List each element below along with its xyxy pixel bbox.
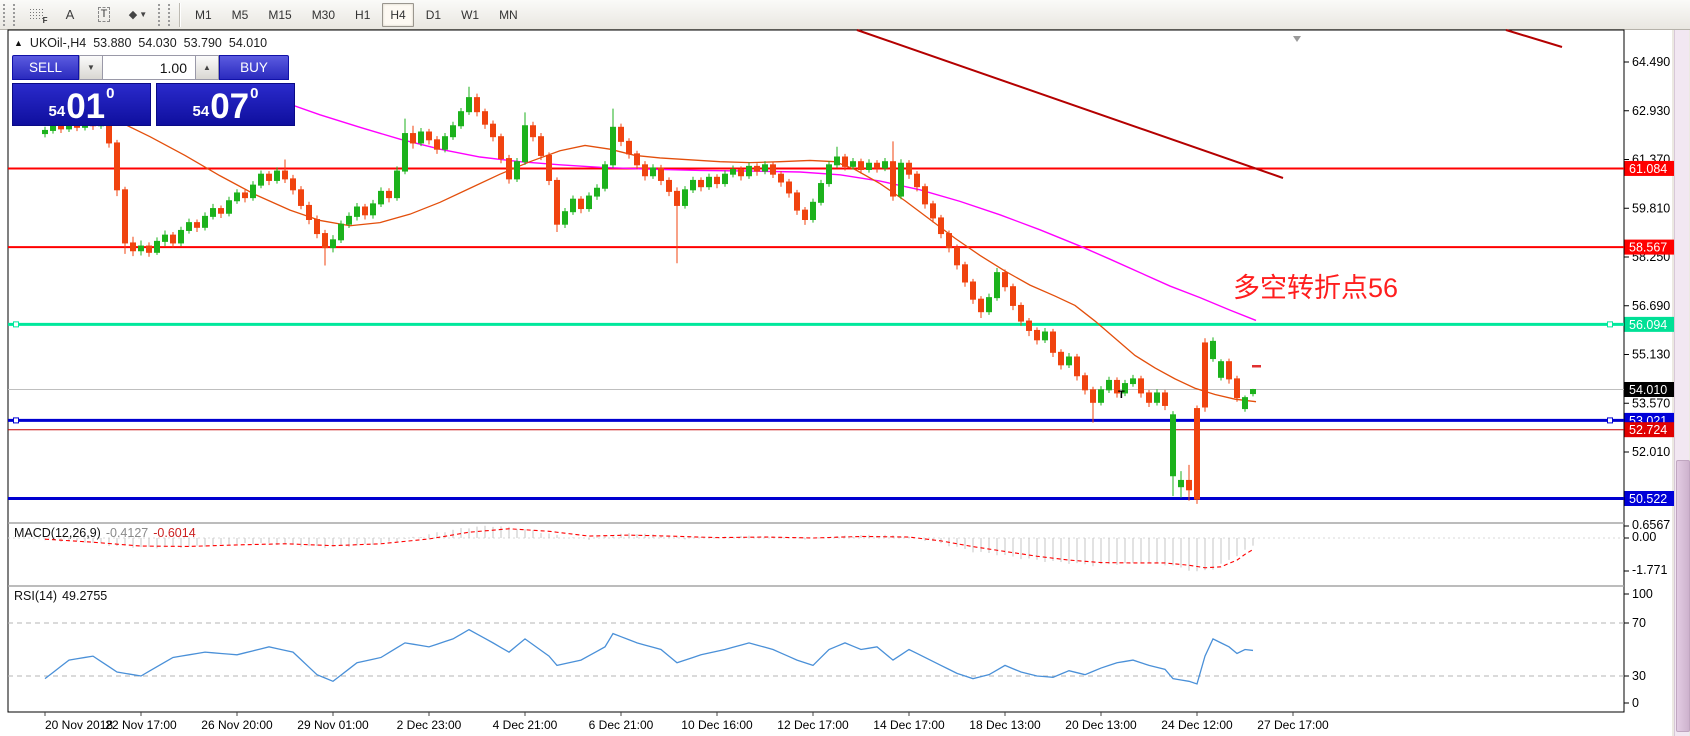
svg-text:2 Dec 23:00: 2 Dec 23:00 [397,718,462,732]
text-label-icon: T [97,7,111,22]
toolbar: F A T ◆ ▼ M1 M5 M15 M30 H1 H4 D1 W1 MN [0,0,1690,30]
svg-text:-1.771: -1.771 [1632,563,1667,577]
svg-text:70: 70 [1632,616,1646,630]
fibonacci-tool-button[interactable]: F [22,2,50,28]
svg-text:26 Nov 20:00: 26 Nov 20:00 [201,718,273,732]
chevron-down-icon: ▼ [139,10,148,19]
quote-low: 53.790 [183,36,222,50]
sell-price-display[interactable]: 54 01 0 [12,83,151,126]
svg-text:54.010: 54.010 [1629,383,1667,397]
chart-canvas[interactable] [8,30,1624,712]
vertical-scrollbar[interactable] [1674,30,1690,736]
svg-text:18 Dec 13:00: 18 Dec 13:00 [969,718,1041,732]
timeframe-H4-button[interactable]: H4 [382,2,414,27]
rsi-value: 49.2755 [62,589,108,603]
sell-button[interactable]: SELL [12,55,79,80]
svg-text:56.094: 56.094 [1629,318,1667,332]
quote-high: 54.030 [138,36,177,50]
svg-text:12 Dec 17:00: 12 Dec 17:00 [777,718,849,732]
scrollbar-thumb[interactable] [1676,460,1690,732]
shapes-icon: ◆ [128,9,138,21]
svg-text:61.370: 61.370 [1632,153,1670,167]
timeframe-MN-button[interactable]: MN [499,7,518,22]
svg-text:20 Dec 13:00: 20 Dec 13:00 [1065,718,1137,732]
svg-text:58.567: 58.567 [1629,241,1667,255]
volume-input[interactable] [103,55,195,80]
timeframe-M15-button[interactable]: M15 [268,7,292,22]
svg-text:53.021: 53.021 [1629,414,1667,428]
svg-text:55.130: 55.130 [1632,348,1670,362]
label-tool-button[interactable]: T [90,2,118,28]
shapes-dropdown-button[interactable]: ◆ ▼ [124,2,152,28]
svg-text:52.724: 52.724 [1629,423,1667,437]
svg-text:4 Dec 21:00: 4 Dec 21:00 [493,718,558,732]
timeframe-W1-button[interactable]: W1 [461,7,480,22]
buy-price-pip: 0 [250,85,259,102]
symbol-title: UKOil-,H4 [29,36,87,50]
timeframe-H1-button[interactable]: H1 [355,7,371,22]
svg-text:50.522: 50.522 [1629,492,1667,506]
rsi-pane-label: RSI(14) 49.2755 [14,589,107,603]
svg-text:24 Dec 12:00: 24 Dec 12:00 [1161,718,1233,732]
sell-price-pip: 0 [106,85,115,102]
timeframe-D1-button[interactable]: D1 [425,7,442,22]
timeframe-M30-button[interactable]: M30 [311,7,336,22]
toolbar-drag-handle[interactable] [3,3,15,26]
macd-value: -0.4127 [105,526,149,540]
svg-text:0.00: 0.00 [1632,530,1656,544]
svg-text:0.6567: 0.6567 [1632,518,1670,532]
quote-header: ▲ UKOil-,H4 53.880 54.030 53.790 54.010 [14,36,267,50]
svg-text:29 Nov 01:00: 29 Nov 01:00 [297,718,369,732]
chevron-down-icon: ▼ [87,63,95,72]
fibonacci-icon: F [28,8,48,25]
toolbar-drag-handle-2[interactable] [158,3,170,26]
svg-text:6 Dec 21:00: 6 Dec 21:00 [589,718,654,732]
svg-text:14 Dec 17:00: 14 Dec 17:00 [873,718,945,732]
macd-pane-label: MACD(12,26,9) -0.4127 -0.6014 [14,526,196,540]
svg-text:64.490: 64.490 [1632,55,1670,69]
macd-signal-value: -0.6014 [153,526,196,540]
quote-open: 53.880 [93,36,132,50]
svg-text:0: 0 [1632,696,1639,710]
buy-price-display[interactable]: 54 07 0 [156,83,295,126]
sell-price-main: 01 [66,87,106,126]
sell-price-prefix: 54 [48,103,66,120]
svg-text:52.010: 52.010 [1632,445,1670,459]
text-tool-button[interactable]: A [56,2,84,28]
buy-price-main: 07 [210,87,250,126]
quote-close: 54.010 [228,36,268,50]
chevron-up-icon: ▲ [203,63,211,72]
timeframe-M1-button[interactable]: M1 [195,7,212,22]
rsi-name: RSI(14) [14,589,58,603]
svg-text:61.084: 61.084 [1629,162,1667,176]
toolbar-separator [179,2,180,27]
svg-text:27 Dec 17:00: 27 Dec 17:00 [1257,718,1329,732]
svg-text:59.810: 59.810 [1632,201,1670,215]
svg-text:10 Dec 16:00: 10 Dec 16:00 [681,718,753,732]
volume-up-button[interactable]: ▲ [195,55,219,80]
text-a-icon: A [65,7,75,22]
svg-text:100: 100 [1632,587,1653,601]
svg-text:53.570: 53.570 [1632,396,1670,410]
svg-text:62.930: 62.930 [1632,104,1670,118]
chart-annotation-text[interactable]: 多空转折点56 [1233,273,1399,303]
svg-text:58.250: 58.250 [1632,250,1670,264]
svg-text:20 Nov 2018: 20 Nov 2018 [45,718,113,732]
timeframe-M5-button[interactable]: M5 [231,7,249,22]
collapse-triangle-icon[interactable]: ▲ [14,38,23,48]
macd-name: MACD(12,26,9) [14,526,101,540]
buy-button[interactable]: BUY [219,55,289,80]
volume-down-button[interactable]: ▼ [79,55,103,80]
svg-text:30: 30 [1632,669,1646,683]
buy-price-prefix: 54 [192,103,210,120]
svg-text:22 Nov 17:00: 22 Nov 17:00 [105,718,177,732]
svg-text:56.690: 56.690 [1632,299,1670,313]
